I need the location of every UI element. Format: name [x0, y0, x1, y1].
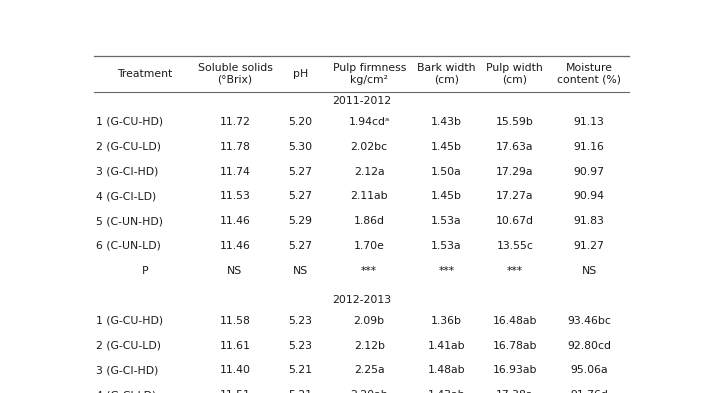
Text: 2.20ab: 2.20ab — [350, 390, 388, 393]
Text: 13.55c: 13.55c — [496, 241, 534, 251]
Text: 1 (G-CU-HD): 1 (G-CU-HD) — [96, 117, 164, 127]
Text: 11.46: 11.46 — [220, 241, 251, 251]
Text: Pulp firmness
kg/cm²: Pulp firmness kg/cm² — [333, 63, 406, 85]
Text: 16.78ab: 16.78ab — [493, 340, 537, 351]
Text: 3 (G-CI-HD): 3 (G-CI-HD) — [96, 167, 159, 176]
Text: 1.50a: 1.50a — [431, 167, 462, 176]
Text: 4 (G-CI-LD): 4 (G-CI-LD) — [96, 390, 157, 393]
Text: 1.36b: 1.36b — [431, 316, 462, 326]
Text: 11.61: 11.61 — [220, 340, 251, 351]
Text: Soluble solids
(°Brix): Soluble solids (°Brix) — [197, 63, 272, 85]
Text: 2011-2012: 2011-2012 — [332, 96, 391, 106]
Text: 11.53: 11.53 — [220, 191, 251, 201]
Text: 2 (G-CU-LD): 2 (G-CU-LD) — [96, 142, 161, 152]
Text: 1.70e: 1.70e — [354, 241, 385, 251]
Text: 5.23: 5.23 — [289, 340, 312, 351]
Text: 91.76d: 91.76d — [570, 390, 608, 393]
Text: 17.29a: 17.29a — [496, 167, 534, 176]
Text: 5.21: 5.21 — [289, 365, 312, 375]
Text: 5.21: 5.21 — [289, 390, 312, 393]
Text: 5.20: 5.20 — [288, 117, 312, 127]
Text: 91.16: 91.16 — [574, 142, 604, 152]
Text: 16.93ab: 16.93ab — [493, 365, 537, 375]
Text: 11.46: 11.46 — [220, 216, 251, 226]
Text: 2.02bc: 2.02bc — [351, 142, 388, 152]
Text: 2.12b: 2.12b — [354, 340, 385, 351]
Text: ***: *** — [361, 266, 377, 276]
Text: 1.94cdᵃ: 1.94cdᵃ — [349, 117, 390, 127]
Text: 16.48ab: 16.48ab — [493, 316, 537, 326]
Text: NS: NS — [581, 266, 597, 276]
Text: 5 (C-UN-HD): 5 (C-UN-HD) — [96, 216, 164, 226]
Text: 17.63a: 17.63a — [496, 142, 534, 152]
Text: 15.59b: 15.59b — [496, 117, 534, 127]
Text: NS: NS — [227, 266, 243, 276]
Text: 3 (G-CI-HD): 3 (G-CI-HD) — [96, 365, 159, 375]
Text: 2.09b: 2.09b — [354, 316, 385, 326]
Text: 2012-2013: 2012-2013 — [332, 294, 391, 305]
Text: Pulp width
(cm): Pulp width (cm) — [486, 63, 543, 85]
Text: 5.23: 5.23 — [289, 316, 312, 326]
Text: 5.27: 5.27 — [289, 241, 312, 251]
Text: 17.27a: 17.27a — [496, 191, 534, 201]
Text: 2 (G-CU-LD): 2 (G-CU-LD) — [96, 340, 161, 351]
Text: 11.40: 11.40 — [220, 365, 251, 375]
Text: 11.58: 11.58 — [220, 316, 251, 326]
Text: 11.74: 11.74 — [220, 167, 251, 176]
Text: 5.29: 5.29 — [289, 216, 312, 226]
Text: 1.48ab: 1.48ab — [428, 365, 465, 375]
Text: P: P — [142, 266, 148, 276]
Text: 91.27: 91.27 — [574, 241, 604, 251]
Text: Treatment: Treatment — [117, 69, 173, 79]
Text: 90.97: 90.97 — [574, 167, 604, 176]
Text: 11.72: 11.72 — [220, 117, 251, 127]
Text: 2.11ab: 2.11ab — [350, 191, 388, 201]
Text: 1.53a: 1.53a — [431, 216, 462, 226]
Text: 1.45b: 1.45b — [431, 191, 462, 201]
Text: 90.94: 90.94 — [574, 191, 604, 201]
Text: 1.43b: 1.43b — [431, 117, 462, 127]
Text: NS: NS — [293, 266, 307, 276]
Text: 1.43ab: 1.43ab — [428, 390, 465, 393]
Text: 5.30: 5.30 — [288, 142, 312, 152]
Text: 17.38a: 17.38a — [496, 390, 534, 393]
Text: 91.83: 91.83 — [574, 216, 604, 226]
Text: 1.41ab: 1.41ab — [428, 340, 465, 351]
Text: 5.27: 5.27 — [289, 167, 312, 176]
Text: 93.46bc: 93.46bc — [567, 316, 611, 326]
Text: 5.27: 5.27 — [289, 191, 312, 201]
Text: 10.67d: 10.67d — [496, 216, 534, 226]
Text: 2.12a: 2.12a — [354, 167, 385, 176]
Text: 4 (G-CI-LD): 4 (G-CI-LD) — [96, 191, 157, 201]
Text: 6 (C-UN-LD): 6 (C-UN-LD) — [96, 241, 161, 251]
Text: 1.45b: 1.45b — [431, 142, 462, 152]
Text: 2.25a: 2.25a — [354, 365, 385, 375]
Text: 92.80cd: 92.80cd — [567, 340, 611, 351]
Text: 95.06a: 95.06a — [570, 365, 608, 375]
Text: Moisture
content (%): Moisture content (%) — [557, 63, 621, 85]
Text: 11.51: 11.51 — [220, 390, 251, 393]
Text: pH: pH — [293, 69, 307, 79]
Text: 1.86d: 1.86d — [354, 216, 385, 226]
Text: 1 (G-CU-HD): 1 (G-CU-HD) — [96, 316, 164, 326]
Text: 11.78: 11.78 — [220, 142, 251, 152]
Text: ***: *** — [438, 266, 454, 276]
Text: ***: *** — [507, 266, 523, 276]
Text: 91.13: 91.13 — [574, 117, 604, 127]
Text: 1.53a: 1.53a — [431, 241, 462, 251]
Text: Bark width
(cm): Bark width (cm) — [417, 63, 476, 85]
